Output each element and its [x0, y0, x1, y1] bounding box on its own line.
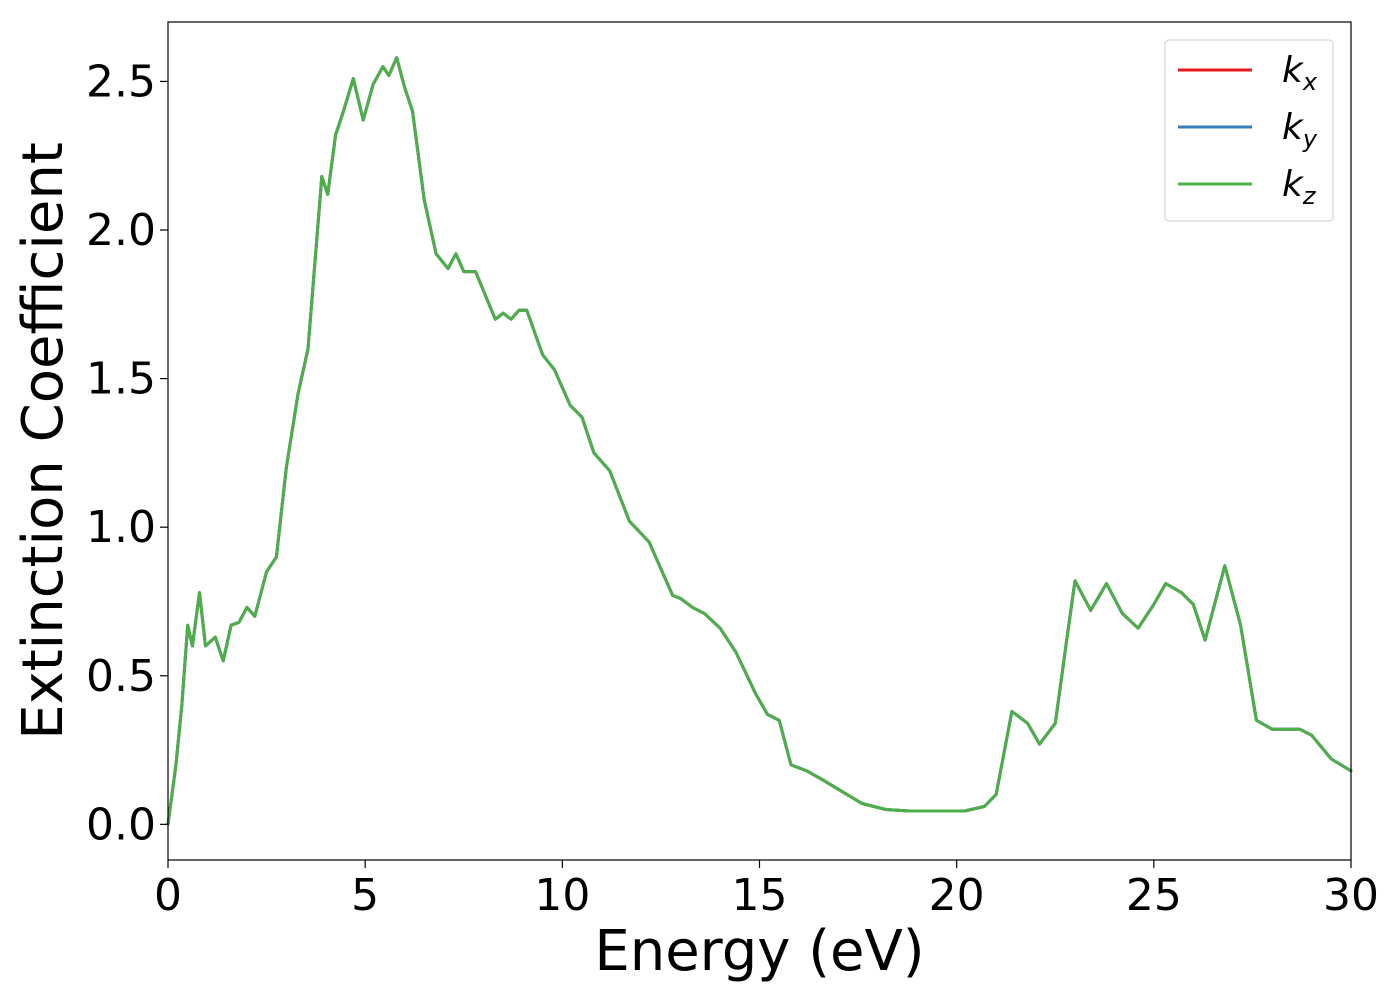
y-tick-label: 2.5 [86, 56, 156, 107]
x-axis-ticks: 0 5 10 15 20 25 30 [154, 860, 1379, 921]
x-tick-label: 15 [732, 870, 788, 921]
y-axis-ticks: 0.0 0.5 1.0 1.5 2.0 2.5 [86, 56, 168, 850]
x-tick-label: 10 [534, 870, 590, 921]
x-axis-title: Energy (eV) [594, 919, 924, 984]
y-tick-label: 1.5 [86, 354, 156, 405]
y-tick-label: 0.0 [86, 799, 156, 850]
series-layer [166, 56, 1353, 826]
series-line-kz [166, 56, 1353, 826]
y-tick-label: 1.0 [86, 502, 156, 553]
x-tick-label: 25 [1126, 870, 1182, 921]
x-tick-label: 30 [1323, 870, 1379, 921]
x-tick-label: 0 [154, 870, 182, 921]
x-tick-label: 20 [929, 870, 985, 921]
legend-box [1164, 39, 1334, 222]
y-tick-label: 2.0 [86, 205, 156, 256]
y-axis-title: Extinction Coefficient [11, 142, 76, 740]
y-tick-label: 0.5 [86, 651, 156, 702]
x-tick-label: 5 [351, 870, 379, 921]
